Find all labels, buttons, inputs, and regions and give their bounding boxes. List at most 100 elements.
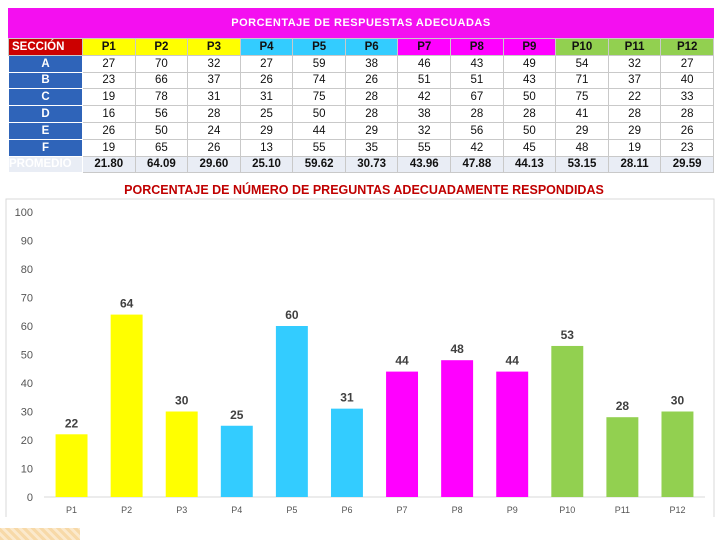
table-cell: 75	[555, 88, 609, 107]
column-header-p5: P5	[292, 38, 346, 56]
data-label: 30	[175, 394, 189, 408]
y-tick-label: 30	[21, 407, 33, 419]
table-cell: 37	[187, 71, 241, 90]
table-cell: 59	[292, 54, 346, 73]
table-cell: 46	[397, 54, 452, 73]
column-header-p8: P8	[450, 38, 504, 56]
table-cell: 25	[239, 105, 294, 123]
table-cell: 70	[134, 54, 189, 73]
table-cell: 28	[450, 105, 504, 123]
table-cell: 29	[344, 121, 399, 140]
bar-p10	[551, 345, 584, 497]
x-tick-label: P9	[507, 505, 518, 515]
table-cell: 43.96	[397, 155, 452, 174]
table-cell: 29.59	[660, 155, 714, 174]
table-cell: 19	[82, 138, 136, 157]
table-cell: 23	[82, 71, 136, 90]
section-label: C	[8, 88, 83, 107]
y-tick-label: 90	[21, 236, 33, 248]
table-cell: 49	[502, 54, 557, 73]
table-cell: 37	[607, 71, 662, 90]
bar-p2	[110, 314, 143, 497]
table-cell: 27	[239, 54, 294, 73]
table-row: A 27 70 32 27 59 38 46 43 49 54 32 27	[8, 54, 714, 73]
table-cell: 74	[292, 71, 346, 90]
data-label: 60	[285, 308, 299, 322]
x-tick-label: P6	[341, 505, 352, 515]
table-cell: 71	[555, 71, 609, 90]
average-row: PROMEDIO 21.80 64.09 29.60 25.10 59.62 30.73 43…	[8, 155, 714, 174]
chart-title: PORCENTAJE DE NÚMERO DE PREGUNTAS ADECUA…	[124, 183, 604, 197]
column-header-p1: P1	[82, 38, 136, 56]
data-label: 53	[561, 328, 575, 342]
table-cell: 29	[239, 121, 294, 140]
table-cell: 28.11	[607, 155, 662, 174]
bar-p6	[330, 408, 363, 497]
y-tick-label: 70	[21, 293, 33, 305]
data-label: 48	[450, 342, 464, 356]
column-header-p11: P11	[607, 38, 662, 56]
y-tick-label: 80	[21, 264, 33, 276]
column-header-p4: P4	[239, 38, 294, 56]
table-cell: 26	[660, 121, 714, 140]
table-cell: 50	[134, 121, 189, 140]
section-label: E	[8, 121, 83, 140]
y-tick-label: 60	[21, 321, 33, 333]
table-cell: 47.88	[450, 155, 504, 174]
table-cell: 56	[450, 121, 504, 140]
table-cell: 28	[660, 105, 714, 123]
data-label: 64	[120, 297, 134, 311]
data-label: 31	[340, 391, 354, 405]
table-cell: 41	[555, 105, 609, 123]
y-tick-label: 0	[27, 492, 33, 504]
table-cell: 67	[450, 88, 504, 107]
table-cell: 59.62	[292, 155, 346, 174]
table-cell: 38	[397, 105, 452, 123]
bar-p8	[441, 360, 474, 497]
table-cell: 42	[450, 138, 504, 157]
table-cell: 65	[134, 138, 189, 157]
table-cell: 32	[397, 121, 452, 140]
x-tick-label: P5	[286, 505, 297, 515]
y-tick-label: 20	[21, 435, 33, 447]
table-cell: 13	[239, 138, 294, 157]
table-cell: 64.09	[134, 155, 189, 174]
table-cell: 28	[344, 105, 399, 123]
table-cell: 51	[397, 71, 452, 90]
sheet-title: PORCENTAJE DE RESPUESTAS ADECUADAS	[8, 8, 714, 38]
table-cell: 28	[607, 105, 662, 123]
y-tick-label: 50	[21, 350, 33, 362]
section-label: D	[8, 105, 83, 123]
table-cell: 29	[607, 121, 662, 140]
table-cell: 44.13	[502, 155, 557, 174]
table-cell: 38	[344, 54, 399, 73]
column-header-p3: P3	[187, 38, 241, 56]
x-tick-label: P11	[615, 505, 630, 515]
table-cell: 42	[397, 88, 452, 107]
data-label: 44	[506, 354, 520, 368]
bar-p9	[496, 371, 529, 497]
table-cell: 26	[344, 71, 399, 90]
data-table: SECCIÓN P1 P2 P3 P4 P5 P6 P7 P8 P9 P10 P11 P12 A 27 70…	[8, 38, 714, 174]
table-cell: 27	[660, 54, 714, 73]
footer-decoration	[0, 528, 80, 540]
table-cell: 55	[397, 138, 452, 157]
table-cell: 50	[502, 121, 557, 140]
section-label: F	[8, 138, 83, 157]
table-cell: 31	[239, 88, 294, 107]
table-cell: 54	[555, 54, 609, 73]
column-header-p12: P12	[660, 38, 714, 56]
column-header-p2: P2	[134, 38, 189, 56]
column-header-p7: P7	[397, 38, 452, 56]
table-cell: 44	[292, 121, 346, 140]
table-row: F 19 65 26 13 55 35 55 42 45 48 19 23	[8, 138, 714, 157]
table-cell: 28	[344, 88, 399, 107]
table-cell: 45	[502, 138, 557, 157]
table-cell: 35	[344, 138, 399, 157]
table-cell: 21.80	[82, 155, 136, 174]
table-cell: 29	[555, 121, 609, 140]
table-cell: 26	[82, 121, 136, 140]
table-cell: 30.73	[344, 155, 399, 174]
table-cell: 43	[502, 71, 557, 90]
table-cell: 22	[607, 88, 662, 107]
